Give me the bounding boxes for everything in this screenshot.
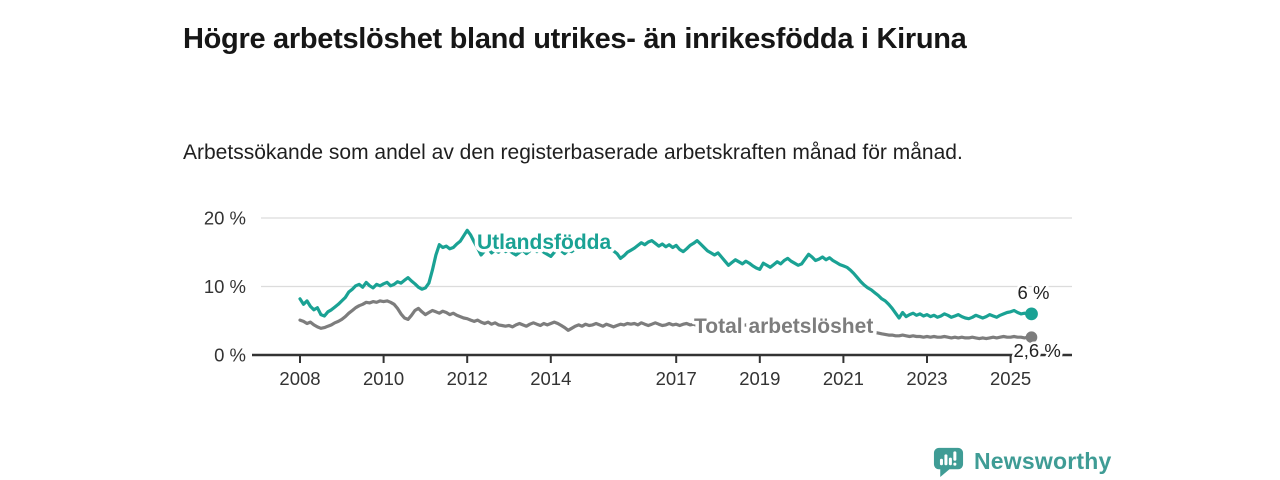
y-tick-label: 0 % [214,345,246,366]
series-label-0: Utlandsfödda [477,231,611,254]
newsworthy-logo: Newsworthy [932,445,1111,478]
series-end-dot-0 [1025,307,1038,321]
series-label-1: Total arbetslöshet [694,315,873,338]
x-tick-label: 2025 [990,368,1031,389]
x-tick-label: 2023 [906,368,947,389]
x-tick-label: 2014 [530,368,571,389]
y-tick-label: 10 % [204,276,246,297]
series-line-0 [298,228,1034,321]
series-end-value-0: 6 % [1018,282,1050,303]
x-tick-label: 2008 [279,368,320,389]
x-tick-label: 2021 [823,368,864,389]
x-tick-label: 2012 [447,368,488,389]
chart-title: Högre arbetslöshet bland utrikes- än inr… [183,23,967,56]
series-end-value-1: 2,6 % [1014,340,1061,361]
newsworthy-wordmark: Newsworthy [974,448,1112,474]
x-tick-label: 2019 [739,368,780,389]
x-tick-label: 2010 [363,368,404,389]
x-tick-label: 2017 [656,368,697,389]
series-line-1 [298,299,1034,341]
y-tick-label: 20 % [204,208,246,229]
chart-subtitle: Arbetssökande som andel av den registerb… [183,141,963,164]
newsworthy-speech-bubble-bar-chart-icon [933,447,964,478]
series-end-dot-1 [1025,331,1038,343]
